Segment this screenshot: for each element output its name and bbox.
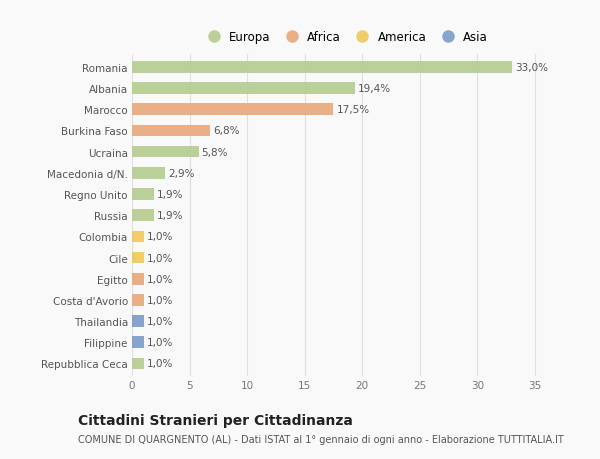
Bar: [132, 252, 143, 264]
Bar: [132, 104, 334, 116]
Text: 17,5%: 17,5%: [337, 105, 370, 115]
Bar: [132, 168, 166, 179]
Bar: [132, 62, 512, 73]
Text: Cittadini Stranieri per Cittadinanza: Cittadini Stranieri per Cittadinanza: [78, 413, 353, 427]
Bar: [132, 125, 210, 137]
Text: 1,0%: 1,0%: [146, 232, 173, 242]
Text: 1,0%: 1,0%: [146, 253, 173, 263]
Text: 1,0%: 1,0%: [146, 358, 173, 369]
Text: 19,4%: 19,4%: [358, 84, 391, 94]
Bar: [132, 83, 355, 95]
Text: 1,9%: 1,9%: [157, 211, 183, 221]
Text: 1,0%: 1,0%: [146, 337, 173, 347]
Text: COMUNE DI QUARGNENTO (AL) - Dati ISTAT al 1° gennaio di ogni anno - Elaborazione: COMUNE DI QUARGNENTO (AL) - Dati ISTAT a…: [78, 434, 564, 444]
Text: 33,0%: 33,0%: [515, 63, 548, 73]
Bar: [132, 316, 143, 327]
Bar: [132, 295, 143, 306]
Text: 2,9%: 2,9%: [168, 168, 195, 179]
Text: 1,0%: 1,0%: [146, 316, 173, 326]
Text: 5,8%: 5,8%: [202, 147, 228, 157]
Bar: [132, 358, 143, 369]
Bar: [132, 146, 199, 158]
Text: 1,0%: 1,0%: [146, 274, 173, 284]
Bar: [132, 231, 143, 243]
Bar: [132, 273, 143, 285]
Bar: [132, 189, 154, 201]
Text: 1,9%: 1,9%: [157, 190, 183, 200]
Bar: [132, 210, 154, 222]
Legend: Europa, Africa, America, Asia: Europa, Africa, America, Asia: [200, 29, 490, 46]
Text: 1,0%: 1,0%: [146, 295, 173, 305]
Bar: [132, 337, 143, 348]
Text: 6,8%: 6,8%: [213, 126, 239, 136]
